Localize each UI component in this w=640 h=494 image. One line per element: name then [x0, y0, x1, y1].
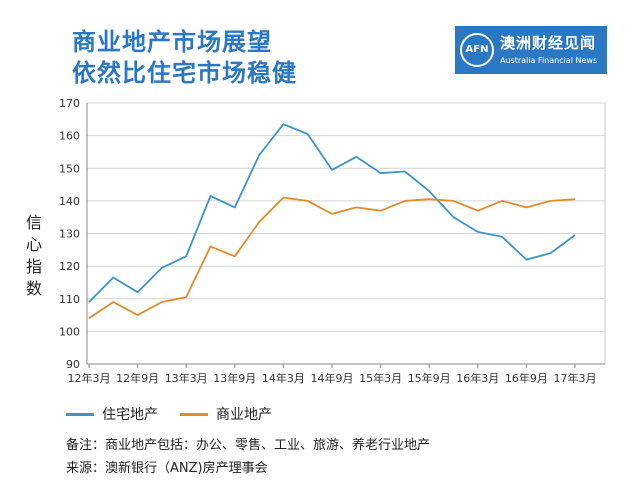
chart-legend: 住宅地产 商业地产 [66, 404, 294, 424]
afn-logo-name-en: Australia Financial News [500, 56, 598, 65]
y-tick-label-160: 160 [59, 130, 80, 143]
y-tick-label-170: 170 [59, 97, 80, 110]
x-tick-label-5: 14年9月 [311, 371, 354, 385]
x-tick-label-4: 14年3月 [262, 371, 305, 385]
afn-logo-name-cn: 澳洲财经见闻 [500, 34, 597, 52]
x-tick-label-10: 17年3月 [554, 371, 597, 385]
series-line-0 [88, 123, 576, 303]
y-tick-label-90: 90 [66, 358, 80, 371]
y-axis-label: 信心指数 [26, 213, 43, 298]
note-definition: 备注：商业地产包括：办公、零售、工业、旅游、养老行业地产 [66, 438, 431, 453]
afn-logo: AFN 澳洲财经见闻 Australia Financial News [455, 26, 607, 74]
afn-logo-mark: AFN [460, 33, 494, 67]
legend-swatch-residential [66, 412, 94, 416]
y-tick-label-110: 110 [59, 293, 80, 306]
x-tick-label-6: 15年3月 [359, 371, 402, 385]
x-tick-label-0: 12年3月 [68, 371, 111, 385]
x-tick-label-1: 12年9月 [116, 371, 159, 385]
legend-item-residential: 住宅地产 [66, 404, 158, 424]
legend-swatch-commercial [180, 412, 208, 416]
y-tick-label-150: 150 [59, 162, 80, 175]
note-source: 来源：澳新银行（ANZ)房产理事会 [66, 461, 268, 476]
chart-title-line1: 商业地产市场展望 [72, 28, 272, 56]
legend-label-residential: 住宅地产 [102, 407, 158, 423]
legend-label-commercial: 商业地产 [216, 407, 272, 423]
x-tick-label-2: 13年3月 [165, 371, 208, 385]
y-tick-label-130: 130 [59, 228, 80, 241]
series-line-1 [88, 196, 576, 320]
x-tick-label-3: 13年9月 [213, 371, 256, 385]
x-tick-label-8: 16年3月 [456, 371, 499, 385]
y-tick-label-140: 140 [59, 195, 80, 208]
y-tick-label-120: 120 [59, 260, 80, 273]
x-tick-label-7: 15年9月 [408, 371, 451, 385]
x-tick-label-9: 16年9月 [505, 371, 548, 385]
legend-item-commercial: 商业地产 [180, 404, 272, 424]
chart-title-line2: 依然比住宅市场稳健 [72, 59, 297, 87]
y-tick-label-100: 100 [59, 325, 80, 338]
